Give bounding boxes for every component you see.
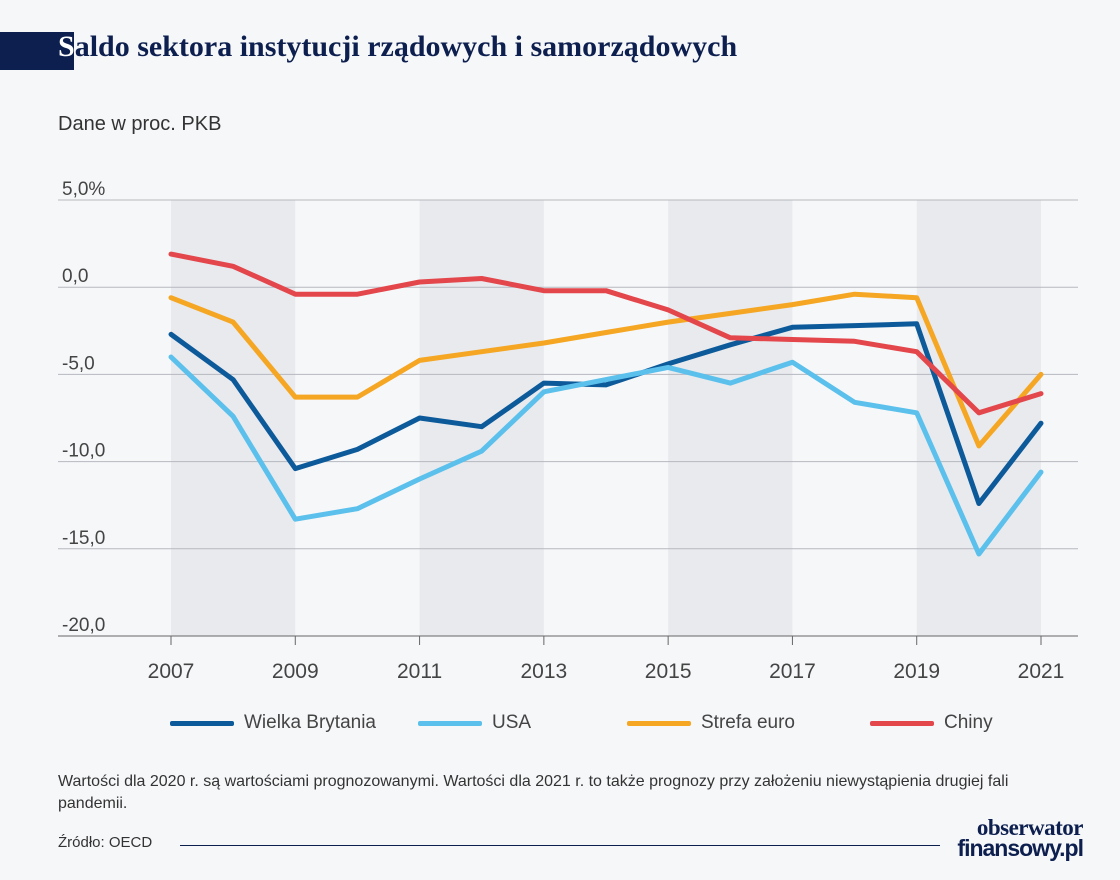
y-tick-label: 0,0 <box>62 266 88 287</box>
grid-lines <box>58 199 1078 637</box>
shaded-band <box>419 200 544 636</box>
legend-swatch <box>170 720 234 726</box>
footnote: Wartości dla 2020 r. są wartościami prog… <box>58 773 1009 812</box>
y-tick-label: -15,0 <box>62 528 105 549</box>
legend-label: Wielka Brytania <box>244 712 376 733</box>
legend-label: USA <box>492 712 532 733</box>
x-tick-label: 2017 <box>769 660 816 683</box>
x-tick-labels: 2007 2009 2011 2013 2015 2017 2019 2021 <box>148 636 1065 683</box>
shaded-band <box>916 200 1041 636</box>
x-tick-label: 2013 <box>520 660 567 683</box>
y-tick-label: 5,0% <box>62 179 105 200</box>
y-tick-labels: 5,0% 0,0 -5,0 -10,0 -15,0 -20,0 <box>62 179 105 636</box>
logo-line2: finansowy.pl <box>957 835 1084 861</box>
line-chart: 5,0%0,0-5,0-10,0-15,0-20,0 2007 2009 2011 2… <box>58 179 1078 683</box>
title-initial: S <box>58 30 75 63</box>
x-tick-label: 2007 <box>148 660 195 683</box>
x-tick-label: 2021 <box>1018 660 1065 683</box>
series-line-wielka-brytania <box>168 321 1044 506</box>
x-tick-label: 2019 <box>893 660 940 683</box>
x-tick-label: 2009 <box>272 660 319 683</box>
series-lines <box>168 251 1044 557</box>
brand-logo: obserwator finansowy.pl <box>953 815 1084 861</box>
x-tick-label: 2015 <box>645 660 692 683</box>
x-tick-label: 2011 <box>397 660 442 683</box>
y-tick-label: -10,0 <box>62 441 105 462</box>
legend-item-wielka-brytania: Wielka Brytania <box>170 712 376 734</box>
legend: Wielka Brytania USA Strefa euro Chiny <box>0 712 1120 736</box>
legend-label: Strefa euro <box>701 712 795 733</box>
legend-item-usa: USA <box>418 712 531 734</box>
legend-item-chiny: Chiny <box>870 712 993 734</box>
chart-title: Saldo sektora instytucji rządowych i sam… <box>58 30 737 64</box>
y-tick-label: -20,0 <box>62 615 105 636</box>
shaded-band <box>668 200 793 636</box>
legend-item-strefa-euro: Strefa euro <box>627 712 795 734</box>
series-line-chiny <box>168 251 1044 416</box>
legend-swatch <box>627 720 691 726</box>
title-text: aldo sektora instytucji rządowych i samo… <box>74 30 738 63</box>
y-tick-label: -5,0 <box>62 353 95 374</box>
source-label: Źródło: OECD <box>58 834 153 851</box>
source-divider <box>180 845 940 846</box>
title-accent-bar <box>0 32 74 70</box>
legend-swatch <box>870 720 934 726</box>
legend-swatch <box>418 720 482 726</box>
legend-label: Chiny <box>944 712 993 733</box>
series-line-strefa-euro <box>168 291 1044 449</box>
series-line-usa <box>168 354 1044 557</box>
logo-line1: obserwator <box>976 815 1084 840</box>
shaded-bands <box>171 200 1041 636</box>
chart-subtitle: Dane w proc. PKB <box>58 113 222 135</box>
